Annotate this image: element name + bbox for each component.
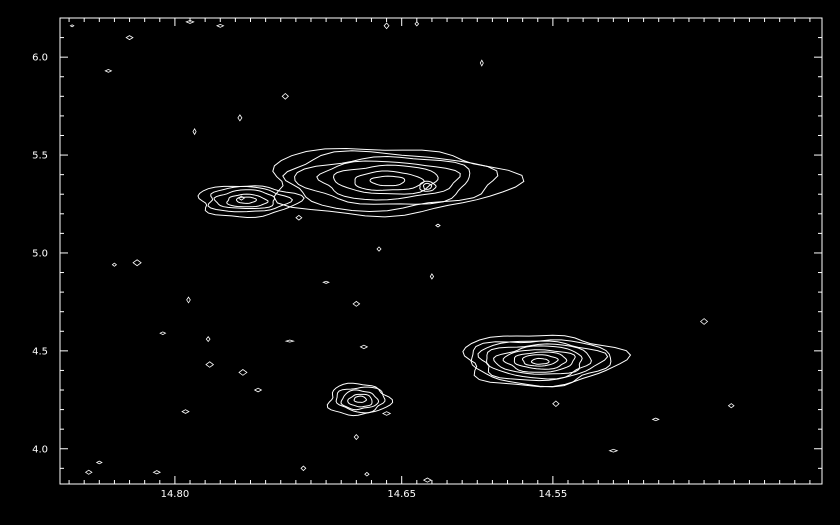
- noise-speck: [95, 460, 103, 465]
- noise-speck: [699, 318, 709, 325]
- x-axis: 14.65 14.80 14.55: [68, 18, 811, 500]
- noise-specks: [69, 19, 735, 483]
- contour-level: [207, 186, 294, 213]
- noise-speck: [435, 223, 441, 228]
- noise-speck: [422, 477, 432, 483]
- noise-speck: [353, 434, 360, 441]
- noise-speck: [132, 259, 142, 267]
- contour-level: [226, 193, 269, 208]
- contour-level: [197, 185, 305, 219]
- contour-level: [521, 354, 559, 367]
- noise-speck: [295, 214, 303, 221]
- source-2: [197, 185, 305, 219]
- contour-level: [354, 170, 425, 191]
- contour-level: [502, 349, 576, 373]
- contour-level: [513, 351, 568, 370]
- contour-peak-inner: [422, 182, 433, 190]
- noise-speck: [186, 296, 191, 304]
- contour-level: [462, 334, 632, 388]
- noise-speck: [429, 273, 435, 280]
- noise-speck: [414, 21, 420, 27]
- source-1: [272, 147, 525, 218]
- noise-speck: [651, 417, 660, 422]
- noise-speck: [125, 35, 134, 41]
- y-tick-label: 5.5: [32, 151, 48, 162]
- noise-speck: [383, 22, 390, 30]
- x-tick-label: 14.80: [161, 489, 190, 500]
- contour-peak: [419, 180, 437, 192]
- noise-speck: [300, 465, 307, 472]
- contour-level: [236, 196, 257, 204]
- noise-speck: [364, 471, 370, 477]
- y-tick-label: 4.5: [32, 346, 48, 357]
- contour-level: [347, 393, 373, 408]
- contour-sources: [197, 147, 632, 417]
- noise-speck: [552, 400, 560, 408]
- contour-level: [477, 340, 609, 382]
- contour-level: [332, 164, 439, 195]
- noise-speck: [253, 387, 263, 393]
- y-tick-label: 4.0: [32, 444, 48, 455]
- noise-speck: [205, 336, 211, 343]
- y-tick-label: 6.0: [32, 53, 48, 64]
- contour-level: [369, 175, 406, 187]
- source-4: [326, 382, 394, 417]
- x-tick-label: 14.65: [387, 489, 416, 500]
- noise-speck: [238, 369, 248, 376]
- noise-speck: [608, 448, 619, 453]
- noise-speck: [185, 19, 195, 24]
- contour-level: [340, 389, 380, 411]
- contour-level: [272, 147, 525, 218]
- contour-level: [282, 150, 499, 213]
- noise-speck: [69, 24, 75, 28]
- x-tick-label: 14.55: [539, 489, 568, 500]
- noise-speck: [104, 68, 113, 73]
- noise-speck: [322, 280, 330, 284]
- noise-speck: [181, 409, 190, 414]
- noise-speck: [152, 470, 161, 475]
- noise-speck: [381, 411, 392, 416]
- y-tick-label: 5.0: [32, 248, 48, 259]
- contour-level: [493, 345, 583, 375]
- y-axis: 4.0 4.5 5.0 5.5 6.0: [32, 17, 822, 469]
- noise-speck: [111, 262, 118, 267]
- noise-speck: [205, 361, 215, 368]
- contour-level: [294, 155, 471, 205]
- contour-level: [470, 339, 612, 388]
- noise-speck: [352, 300, 361, 307]
- noise-speck: [281, 92, 289, 100]
- contour-level: [353, 395, 367, 403]
- noise-speck: [216, 23, 225, 28]
- contour-level: [316, 160, 461, 201]
- noise-speck: [727, 403, 735, 409]
- contour-level: [486, 343, 592, 380]
- noise-speck: [84, 469, 93, 475]
- contour-level: [335, 386, 386, 414]
- source-3: [462, 334, 632, 388]
- plot-frame: [59, 17, 823, 485]
- noise-speck: [284, 339, 295, 343]
- noise-speck: [376, 246, 382, 252]
- noise-speck: [359, 344, 369, 350]
- contour-level: [213, 189, 276, 209]
- noise-speck: [159, 331, 167, 336]
- noise-speck: [237, 195, 246, 201]
- noise-speck: [479, 59, 484, 67]
- contour-level: [530, 357, 550, 365]
- noise-speck: [192, 127, 197, 136]
- noise-speck: [237, 114, 243, 122]
